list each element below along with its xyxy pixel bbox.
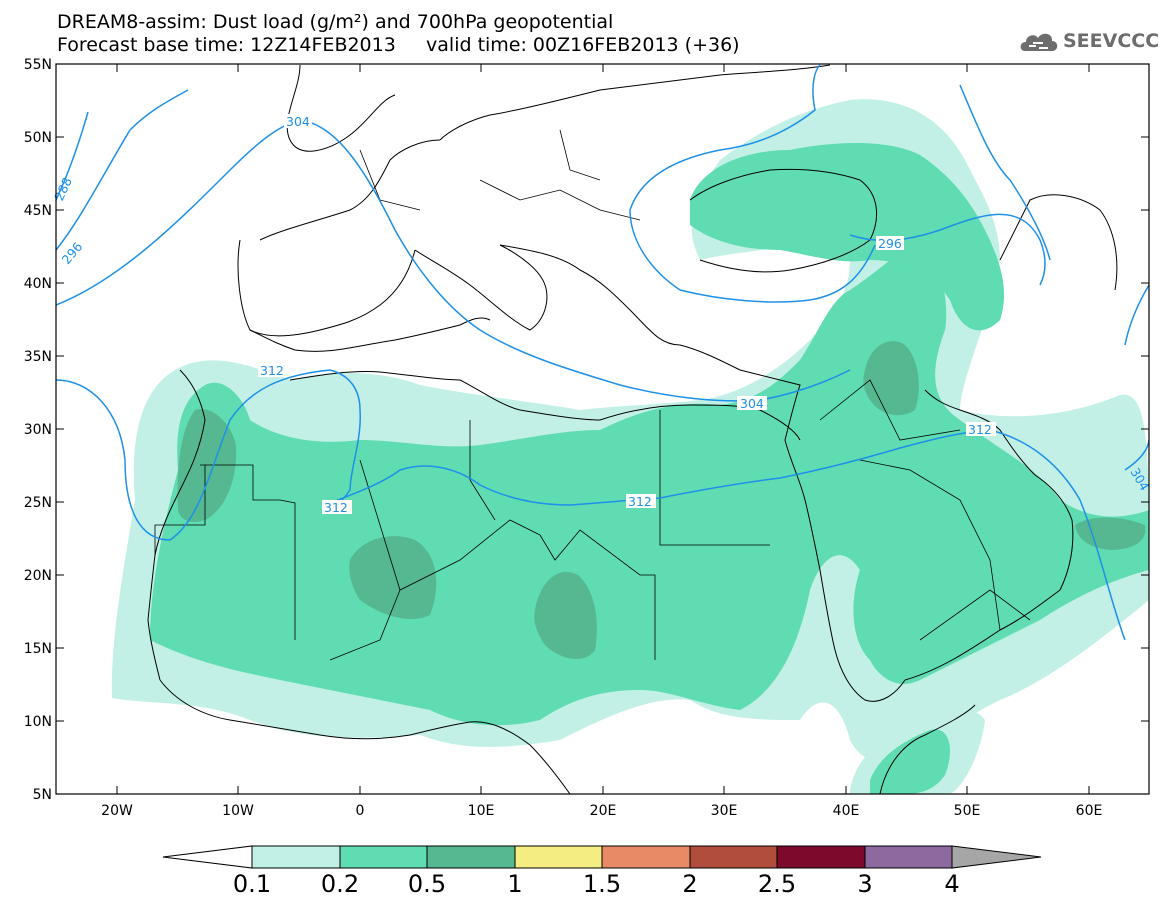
contour-label: 312 [324, 500, 348, 515]
lat-label: 20N [24, 568, 52, 584]
colorbar-swatch [776, 845, 866, 869]
contour-label: 312 [260, 363, 284, 378]
lon-label: 20E [590, 803, 617, 819]
colorbar-label: 2 [682, 870, 698, 898]
lon-label: 60E [1076, 803, 1103, 819]
lat-label: 25N [24, 495, 52, 511]
colorbar-upper-arrow [951, 845, 1042, 869]
lon-label: 20W [101, 803, 133, 819]
colorbar-label: 2.5 [757, 870, 797, 898]
lon-label: 10W [222, 803, 254, 819]
latitude-labels: 55N 50N 45N 40N 35N 30N 25N 20N 15N 10N … [24, 57, 52, 803]
lat-label: 5N [33, 787, 52, 803]
lon-label: 0 [356, 803, 365, 819]
colorbar-lower-arrow [162, 845, 253, 869]
lat-label: 15N [24, 641, 52, 657]
contour-label: 296 [878, 236, 902, 251]
lat-label: 10N [24, 714, 52, 730]
contour-label: 304 [740, 396, 764, 411]
lat-label: 55N [24, 57, 52, 73]
longitude-labels: 20W 10W 0 10E 20E 30E 40E 50E 60E [101, 803, 1102, 819]
lat-label: 45N [24, 203, 52, 219]
geopotential-contours [56, 64, 1149, 641]
forecast-time-line: Forecast base time: 12Z14FEB2013 valid t… [57, 34, 740, 56]
colorbar-swatch [514, 845, 603, 869]
borders [154, 129, 1031, 661]
lat-label: 50N [24, 130, 52, 146]
colorbar-swatch [339, 845, 428, 869]
colorbar-label: 4 [944, 870, 960, 898]
dust-load-field [111, 99, 1149, 794]
cloud-icon [1020, 33, 1058, 51]
lat-label: 30N [24, 422, 52, 438]
lon-label: 30E [711, 803, 738, 819]
colorbar-swatch [251, 845, 341, 869]
chart-title: DREAM8-assim: Dust load (g/m²) and 700hP… [57, 11, 614, 33]
contour-label: 304 [286, 114, 310, 129]
contour-label: 288 [51, 175, 75, 203]
logo-text: SEEVCCC [1063, 30, 1160, 52]
lat-label: 40N [24, 276, 52, 292]
colorbar-label: 3 [857, 870, 873, 898]
lon-label: 40E [833, 803, 860, 819]
colorbar-label: 1 [507, 870, 523, 898]
colorbar-label: 0.1 [232, 870, 272, 898]
lat-label: 35N [24, 349, 52, 365]
colorbar-swatch [601, 845, 691, 869]
colorbar-label: 0.5 [407, 870, 447, 898]
lon-label: 50E [954, 803, 981, 819]
colorbar-swatch [864, 845, 953, 869]
contour-label: 312 [628, 494, 652, 509]
colorbar-swatch [426, 845, 516, 869]
lon-label: 10E [468, 803, 495, 819]
axis-ticks [56, 63, 1149, 794]
seevccc-logo: SEEVCCC [1017, 27, 1160, 57]
contour-label: 312 [968, 422, 992, 437]
colorbar [162, 845, 1042, 869]
colorbar-label: 0.2 [320, 870, 360, 898]
contour-label: 296 [59, 239, 86, 267]
colorbar-swatch [689, 845, 778, 869]
colorbar-label: 1.5 [582, 870, 622, 898]
